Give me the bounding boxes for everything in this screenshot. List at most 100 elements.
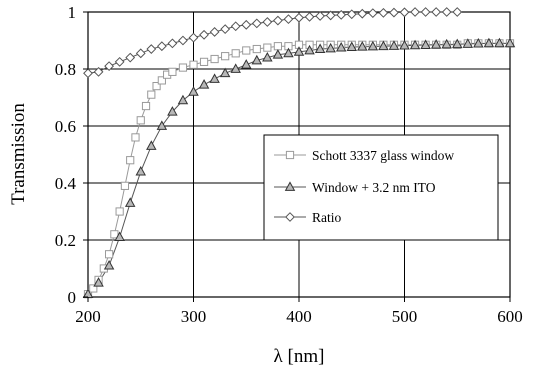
data-point-schott (252, 44, 261, 54)
data-point-schott (136, 116, 145, 125)
series-markers (82, 7, 516, 299)
legend: Schott 3337 glass window Window + 3.2 nm … (263, 134, 499, 241)
data-point-ito (378, 40, 389, 51)
data-point-ratio (241, 19, 252, 30)
x-tick-label: 300 (181, 307, 207, 326)
data-point-ito (314, 43, 326, 53)
data-point-ratio (441, 7, 452, 17)
data-point-ito (430, 39, 442, 49)
data-point-ito (103, 260, 115, 270)
data-point-ratio (135, 48, 146, 59)
data-point-ito (462, 38, 474, 48)
data-point-ito (304, 44, 315, 55)
x-tick-label: 500 (392, 307, 418, 326)
data-point-schott (199, 57, 209, 66)
data-point-ito (146, 140, 157, 150)
data-point-ratio (104, 61, 115, 72)
data-point-schott (231, 49, 240, 58)
legend-label-ratio: Ratio (312, 210, 341, 225)
data-point-ratio (272, 15, 283, 26)
data-point-ito (346, 41, 357, 51)
data-point-ratio (399, 7, 410, 18)
data-point-ito (367, 40, 379, 51)
data-point-ratio (188, 32, 199, 43)
data-point-ito (177, 94, 189, 105)
data-point-ito (473, 37, 484, 48)
data-point-ito (188, 86, 199, 96)
data-point-schott (89, 284, 98, 293)
y-axis-ticks: 0 0.2 0.4 0.6 0.8 1 (55, 3, 88, 307)
data-point-ito (167, 106, 178, 116)
data-point-schott (168, 67, 177, 76)
data-point-schott (263, 43, 272, 52)
data-point-ito (494, 37, 505, 48)
data-point-ratio (283, 14, 294, 25)
data-point-ratio (262, 17, 273, 27)
data-point-ito (409, 39, 421, 50)
data-point-schott (189, 60, 198, 69)
data-point-schott (147, 90, 156, 99)
data-point-ito (241, 59, 252, 69)
data-point-ratio (378, 7, 389, 18)
data-point-ratio (93, 66, 104, 77)
data-point-ratio (199, 29, 209, 40)
data-point-ratio (452, 7, 463, 17)
data-point-ito (388, 40, 400, 50)
data-point-ratio (251, 18, 262, 29)
data-point-ratio (220, 24, 231, 35)
data-point-ito (230, 63, 241, 73)
data-point-ito (114, 231, 125, 242)
data-point-ratio (125, 52, 136, 63)
y-tick-label: 0.8 (55, 60, 76, 79)
data-point-ratio (389, 7, 399, 18)
data-point-ito (209, 73, 220, 83)
data-point-ratio (304, 11, 315, 22)
data-point-schott (157, 76, 166, 85)
data-point-ito (504, 37, 516, 48)
data-point-ito (452, 38, 463, 49)
data-point-schott (105, 250, 114, 259)
data-point-ratio (294, 12, 304, 23)
data-point-ratio (336, 9, 347, 20)
data-point-ratio (156, 41, 167, 52)
data-point-ito (325, 42, 336, 53)
data-point-ito (399, 39, 410, 50)
data-point-ito (293, 46, 305, 56)
data-point-ito (272, 49, 284, 59)
y-tick-label: 1 (68, 3, 77, 22)
data-point-schott (120, 181, 130, 190)
x-axis-ticks: 200 300 400 500 600 (75, 297, 523, 326)
data-point-ito (124, 197, 136, 207)
data-point-ito (283, 47, 294, 58)
data-point-ratio (325, 10, 336, 21)
data-point-ratio (146, 44, 157, 54)
data-point-ito (156, 120, 168, 130)
data-point-ito (262, 51, 273, 62)
data-point-ratio (83, 68, 93, 79)
data-point-ratio (431, 7, 442, 17)
legend-label-ito: Window + 3.2 nm ITO (312, 180, 436, 195)
data-point-ratio (420, 7, 431, 17)
data-point-ratio (178, 35, 188, 46)
data-point-ratio (346, 9, 357, 20)
x-tick-label: 200 (75, 307, 101, 326)
data-point-ito (251, 54, 263, 65)
y-tick-label: 0.6 (55, 117, 76, 136)
data-point-ito (93, 277, 104, 287)
data-point-ito (135, 165, 146, 176)
legend-marker-ratio (285, 212, 295, 222)
data-point-schott (178, 63, 188, 72)
data-point-schott (110, 230, 119, 239)
data-point-ratio (315, 11, 326, 21)
data-point-ito (441, 38, 452, 49)
data-point-ito (219, 67, 231, 78)
y-tick-label: 0 (68, 288, 77, 307)
data-point-ito (335, 41, 347, 52)
data-point-schott (152, 82, 161, 91)
data-point-schott (242, 46, 251, 55)
data-point-schott (210, 54, 219, 64)
data-point-schott (141, 101, 151, 111)
data-point-ratio (410, 7, 420, 17)
y-axis-label: Transmission (8, 103, 29, 205)
x-tick-label: 400 (286, 307, 312, 326)
